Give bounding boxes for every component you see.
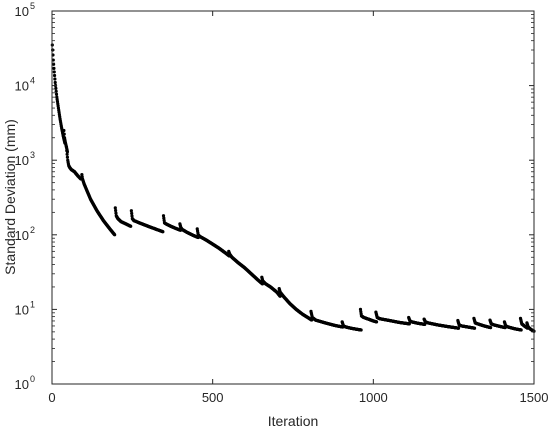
data-point [129, 209, 133, 213]
x-axis-label: Iteration [268, 413, 319, 429]
y-tick-exponent: 0 [30, 374, 35, 384]
y-tick-base: 10 [15, 228, 29, 243]
data-point [54, 92, 59, 96]
data-point [519, 328, 523, 332]
data-point [472, 326, 477, 330]
y-tick-exponent: 3 [30, 150, 35, 160]
y-tick-exponent: 4 [30, 76, 35, 86]
data-point [54, 89, 58, 93]
data-point [114, 208, 118, 213]
data-point [53, 77, 57, 81]
data-point [114, 211, 118, 215]
y-tick-label: 10 [15, 377, 29, 392]
y-tick-label: 10 [15, 4, 29, 19]
x-tick-label: 1500 [520, 390, 549, 405]
plot-frame [51, 10, 535, 385]
data-point [52, 66, 56, 71]
data-point [161, 214, 166, 218]
y-tick-exponent: 5 [30, 1, 35, 11]
data-point [64, 145, 69, 149]
data-point [374, 320, 379, 324]
y-tick-base: 10 [15, 302, 29, 317]
y-tick-exponent: 2 [30, 225, 35, 235]
data-point [489, 326, 493, 330]
y-tick-label: 10 [15, 228, 29, 243]
data-point [65, 155, 70, 159]
y-tick-base: 10 [15, 79, 29, 94]
data-point [52, 73, 57, 78]
data-point [113, 233, 117, 237]
plot-background [52, 11, 534, 384]
data-point [129, 224, 133, 228]
y-tick-label: 10 [15, 302, 29, 317]
data-point [65, 149, 69, 153]
data-point [113, 206, 117, 210]
data-markers [50, 43, 536, 333]
y-tick-base: 10 [15, 4, 29, 19]
data-point [359, 328, 363, 332]
data-point [161, 230, 165, 234]
data-point [65, 152, 69, 156]
data-point [62, 128, 66, 133]
data-point [456, 326, 461, 330]
x-tick-label: 1000 [359, 390, 388, 405]
x-axis-ticks: 0 500 1000 1500 [48, 11, 548, 405]
data-point [130, 211, 134, 215]
data-point [52, 70, 56, 74]
data-point [62, 132, 66, 136]
x-tick-label: 0 [48, 390, 55, 405]
y-tick-label: 10 [15, 153, 29, 168]
y-tick-label: 10 [15, 79, 29, 94]
data-point [54, 86, 58, 90]
data-point [407, 322, 411, 326]
y-axis-label: Standard Deviation (mm) [2, 119, 18, 275]
y-tick-base: 10 [15, 377, 29, 392]
y-tick-exponent: 1 [30, 299, 35, 309]
x-tick-label: 500 [202, 390, 224, 405]
data-point [130, 214, 134, 218]
data-point [162, 216, 166, 220]
data-point [53, 80, 57, 85]
y-tick-base: 10 [15, 153, 29, 168]
data-point [162, 218, 166, 223]
